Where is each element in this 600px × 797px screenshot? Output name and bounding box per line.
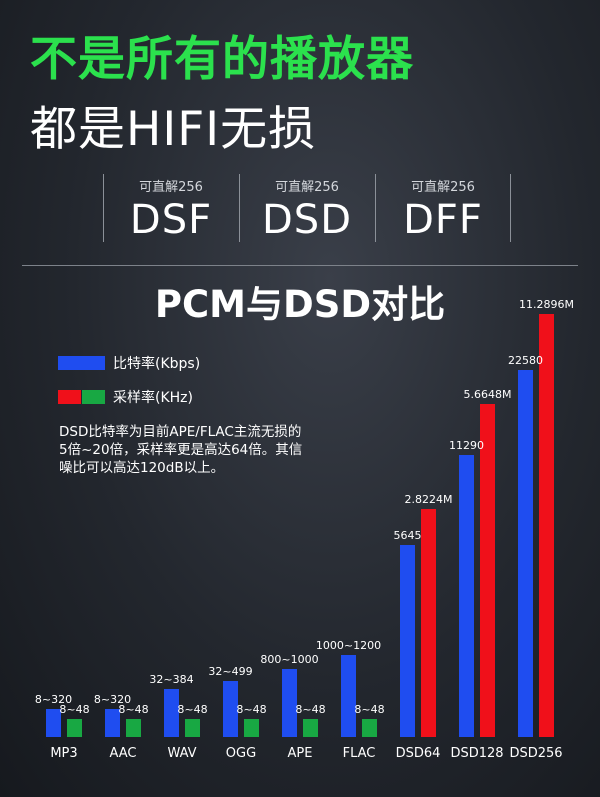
bar-bitrate-ogg [223,681,238,737]
format-divider [510,174,511,242]
data-label-bitrate: 5645 [394,529,422,542]
data-label-bitrate: 8~320 [35,693,72,706]
section-divider [22,265,578,266]
bar-samplerate-dsd256 [539,314,554,737]
bar-bitrate-wav [164,689,179,737]
bar-samplerate-dsd64 [421,509,436,737]
data-label-samplerate: 8~48 [118,703,148,716]
format-divider [239,174,240,242]
format-name: DFF [403,197,483,243]
bar-bitrate-dsd64 [400,545,415,737]
bar-bitrate-mp3 [46,709,61,737]
legend-swatch-green [82,390,105,404]
chart-title: PCM与DSD对比 [154,283,446,326]
data-label-bitrate: 8~320 [94,693,131,706]
description-line: 噪比可以高达120dB以上。 [59,460,225,476]
category-label-dsd128: DSD128 [450,746,503,761]
format-caption: 可直解256 [411,180,475,195]
bar-bitrate-dsd256 [518,370,533,737]
data-label-bitrate: 22580 [508,354,543,367]
format-name: DSD [262,197,352,243]
bar-samplerate-mp3 [67,719,82,737]
data-label-samplerate: 8~48 [236,703,266,716]
legend-label-samplerate: 采样率(KHz) [113,390,193,406]
category-label-ogg: OGG [226,746,256,761]
data-label-samplerate: 5.6648M [464,388,512,401]
format-divider [103,174,104,242]
bar-samplerate-dsd128 [480,404,495,737]
description-text: DSD比特率为目前APE/FLAC主流无损的 5倍~20倍，采样率更是高达64倍… [59,423,344,477]
data-label-bitrate: 11290 [449,439,484,452]
data-label-bitrate: 1000~1200 [316,639,381,652]
bar-samplerate-flac [362,719,377,737]
bar-samplerate-ogg [244,719,259,737]
description-line: DSD比特率为目前APE/FLAC主流无损的 [59,424,302,440]
bar-bitrate-flac [341,655,356,737]
category-label-wav: WAV [167,746,196,761]
bar-bitrate-aac [105,709,120,737]
data-label-bitrate: 800~1000 [260,653,318,666]
category-label-flac: FLAC [343,746,376,761]
category-label-dsd256: DSD256 [509,746,562,761]
format-name: DSF [129,197,213,243]
data-label-samplerate: 11.2896M [519,298,574,311]
legend-label-bitrate: 比特率(Kbps) [113,356,201,372]
format-dff: 可直解256 DFF [375,174,511,242]
data-label-bitrate: 32~499 [208,665,252,678]
bar-bitrate-dsd128 [459,455,474,737]
category-label-aac: AAC [110,746,137,761]
data-label-samplerate: 2.8224M [405,493,453,506]
format-dsf: 可直解256 DSF [103,174,239,242]
bar-samplerate-ape [303,719,318,737]
legend-swatch-blue [58,356,105,370]
format-list: 可直解256 DSF 可直解256 DSD 可直解256 DFF [103,174,511,242]
data-label-samplerate: 8~48 [295,703,325,716]
headline-line-1: 不是所有的播放器 [30,32,414,87]
format-caption: 可直解256 [275,180,339,195]
data-label-bitrate: 32~384 [149,673,193,686]
data-label-samplerate: 8~48 [354,703,384,716]
format-dsd: 可直解256 DSD [239,174,375,242]
format-caption: 可直解256 [139,180,203,195]
category-label-ape: APE [288,746,313,761]
description-line: 5倍~20倍，采样率更是高达64倍。其信 [59,442,303,458]
data-label-samplerate: 8~48 [177,703,207,716]
bar-bitrate-ape [282,669,297,737]
category-label-mp3: MP3 [50,746,77,761]
bar-samplerate-wav [185,719,200,737]
legend-samplerate: 采样率(KHz) [58,389,193,406]
headline-line-2: 都是HIFI无损 [30,102,317,157]
category-label-dsd64: DSD64 [396,746,441,761]
data-label-samplerate: 8~48 [59,703,89,716]
format-divider [375,174,376,242]
legend-swatch-red [58,390,81,404]
legend-bitrate: 比特率(Kbps) [58,355,201,372]
bar-samplerate-aac [126,719,141,737]
